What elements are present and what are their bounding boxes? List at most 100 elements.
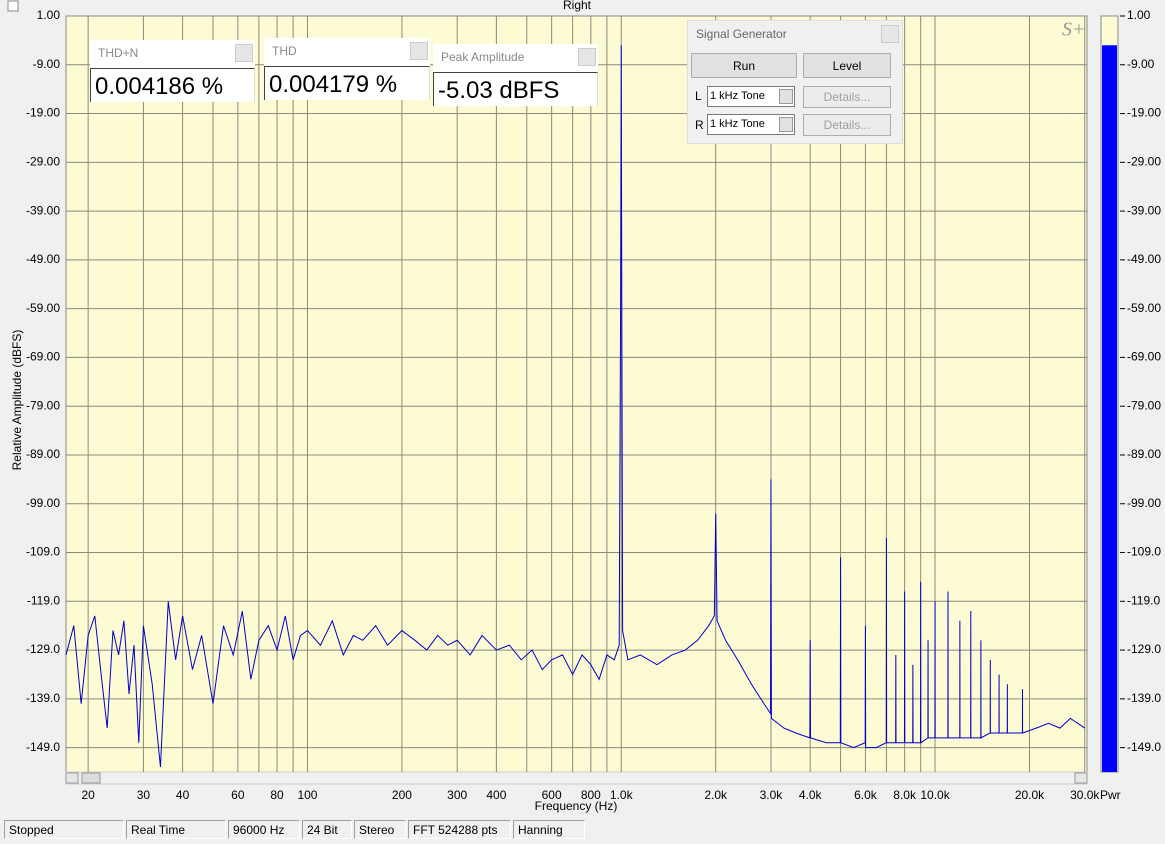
- details-button: Details...: [803, 86, 891, 108]
- y-tick-label: -9.00: [33, 57, 61, 71]
- y-tick-label: -49.00: [26, 252, 60, 266]
- meter-tick-label: -9.00: [1127, 57, 1155, 71]
- y-tick-label: -69.00: [26, 350, 60, 364]
- x-tick-label: 200: [392, 788, 412, 802]
- meter-bar: [1102, 45, 1117, 772]
- x-tick-label: 30: [137, 788, 151, 802]
- meter-tick-label: -139.0: [1127, 691, 1161, 705]
- x-tick-label: 20.0k: [1015, 788, 1045, 802]
- x-tick-label: 30.0k: [1070, 788, 1100, 802]
- meter-tick-label: -19.00: [1127, 106, 1161, 120]
- logo: S+: [1062, 19, 1086, 41]
- spectrum-line: [65, 45, 1086, 768]
- y-tick-label: 1.00: [37, 8, 61, 22]
- meter-tick-label: -129.0: [1127, 642, 1161, 656]
- scrollbar[interactable]: [65, 771, 1088, 785]
- x-tick-label: 300: [447, 788, 467, 802]
- spectrum-chart: Right S+ Frequency (Hz) Relative Amplitu…: [7, 0, 1162, 814]
- x-axis-label: Frequency (Hz): [535, 799, 618, 813]
- meter-tick-label: -89.00: [1127, 447, 1161, 461]
- panel-title: THD+N: [90, 40, 255, 68]
- meter-tick-label: -49.00: [1127, 252, 1161, 266]
- meter-tick-label: -79.00: [1127, 398, 1161, 412]
- panel-title: Peak Amplitude: [433, 44, 598, 72]
- meter-tick-label: -69.00: [1127, 350, 1161, 364]
- status-field: FFT 524288 pts: [408, 820, 511, 839]
- y-tick-label: -79.00: [26, 398, 60, 412]
- status-field: Real Time: [126, 820, 226, 839]
- meter-tick-label: -99.00: [1127, 496, 1161, 510]
- scroll-left[interactable]: [65, 772, 79, 784]
- meter-tick-label: -109.0: [1127, 545, 1161, 559]
- scroll-thumb[interactable]: [81, 772, 101, 784]
- y-tick-label: -29.00: [26, 154, 60, 168]
- signal-generator: Signal Generator Run Level L 1 kHz Tone …: [687, 20, 903, 144]
- panel-value: 0.004179 %: [264, 66, 430, 100]
- meter-tick-label: -59.00: [1127, 301, 1161, 315]
- x-tick-label: 3.0k: [760, 788, 784, 802]
- y-tick-label: -99.00: [26, 496, 60, 510]
- panel-value: -5.03 dBFS: [433, 72, 598, 106]
- close-button[interactable]: [410, 42, 428, 60]
- y-tick-label: -59.00: [26, 301, 60, 315]
- panel-value: 0.004186 %: [90, 68, 255, 102]
- meter-tick-label: -39.00: [1127, 203, 1161, 217]
- x-tick-label: 20: [81, 788, 95, 802]
- channel-title: Right: [563, 0, 592, 12]
- status-field: 24 Bit: [302, 820, 352, 839]
- signal-select[interactable]: 1 kHz Tone: [707, 86, 795, 107]
- details-button: Details...: [803, 114, 891, 136]
- x-tick-label: 80: [270, 788, 284, 802]
- dropdown-arrow[interactable]: [779, 89, 793, 104]
- meter-tick-label: -29.00: [1127, 154, 1161, 168]
- x-tick-label: 400: [486, 788, 506, 802]
- status-bar: Stopped Real Time 96000 Hz 24 Bit Stereo FFT …: [0, 818, 1165, 844]
- close-button[interactable]: [881, 25, 899, 43]
- scroll-right[interactable]: [1074, 772, 1088, 784]
- y-tick-label: -109.0: [26, 545, 60, 559]
- collapse-button[interactable]: [7, 0, 19, 12]
- dropdown-arrow[interactable]: [779, 117, 793, 132]
- panel-title: THD: [264, 38, 430, 66]
- x-tick-label: 800: [581, 788, 601, 802]
- x-tick-label: 60: [231, 788, 245, 802]
- select-text: 1 kHz Tone: [710, 118, 765, 130]
- thd-panel: THD 0.004179 %: [264, 38, 430, 100]
- meter-tick-label: 1.00: [1127, 8, 1151, 22]
- close-button[interactable]: [235, 44, 253, 62]
- meter-tick-label: -149.0: [1127, 740, 1161, 754]
- level-button[interactable]: Level: [803, 53, 891, 78]
- signal-select[interactable]: 1 kHz Tone: [707, 114, 795, 135]
- close-button[interactable]: [578, 48, 596, 66]
- channel-label: L: [695, 89, 702, 103]
- x-tick-label: 4.0k: [799, 788, 823, 802]
- y-tick-label: -139.0: [26, 691, 60, 705]
- meter-label: Pwr: [1100, 788, 1121, 802]
- y-tick-label: -119.0: [27, 593, 60, 607]
- x-tick-label: 600: [542, 788, 562, 802]
- y-tick-label: -39.00: [26, 203, 60, 217]
- peak-panel: Peak Amplitude -5.03 dBFS: [433, 44, 598, 106]
- status-field: Stereo: [354, 820, 406, 839]
- status-field: 96000 Hz: [228, 820, 300, 839]
- channel-label: R: [695, 118, 704, 132]
- x-tick-label: 6.0k: [854, 788, 878, 802]
- y-axis-label: Relative Amplitude (dBFS): [10, 330, 24, 471]
- x-tick-label: 10.0k: [920, 788, 950, 802]
- run-button[interactable]: Run: [691, 53, 797, 78]
- x-tick-label: 2.0k: [704, 788, 728, 802]
- plot-area: [65, 15, 1088, 773]
- y-tick-label: -129.0: [26, 642, 60, 656]
- generator-title: Signal Generator: [696, 27, 787, 41]
- x-tick-label: 40: [176, 788, 190, 802]
- x-tick-label: 100: [297, 788, 317, 802]
- y-tick-label: -19.00: [26, 106, 60, 120]
- thdn-panel: THD+N 0.004186 %: [90, 40, 255, 102]
- y-tick-label: -149.0: [26, 740, 60, 754]
- x-tick-label: 1.0k: [610, 788, 634, 802]
- status-field: Stopped: [4, 820, 124, 839]
- select-text: 1 kHz Tone: [710, 90, 765, 102]
- status-field: Hanning: [513, 820, 585, 839]
- meter-tick-label: -119.0: [1127, 593, 1160, 607]
